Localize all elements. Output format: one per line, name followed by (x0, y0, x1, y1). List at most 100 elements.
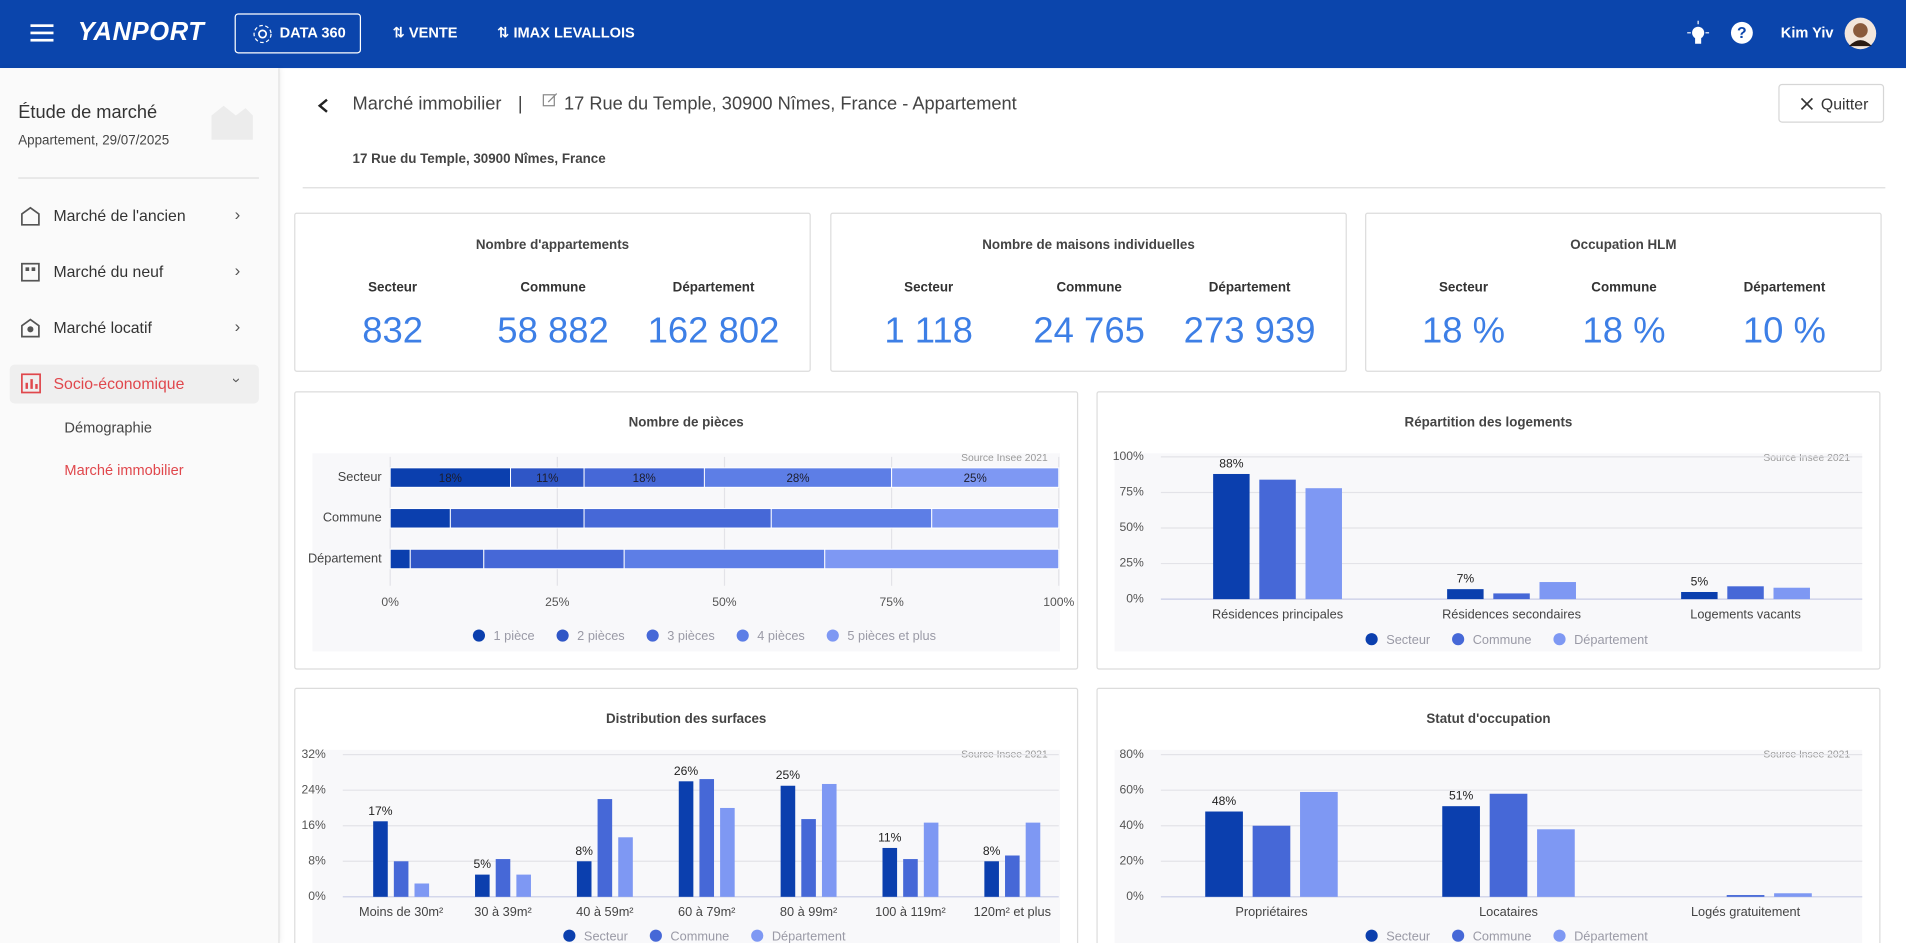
stat-card: Nombre de maisons individuelles Secteur 1 … (830, 212, 1347, 372)
bar (1537, 829, 1575, 897)
data-label: 25% (776, 768, 801, 782)
data360-label: DATA 360 (279, 24, 346, 42)
chart: Répartition des logements Source Insee 20… (1113, 414, 1863, 652)
bar (516, 874, 531, 897)
bar (678, 781, 694, 897)
chart-title: Répartition des logements (1405, 414, 1573, 429)
chart-title: Statut d'occupation (1426, 711, 1550, 726)
bar (1447, 589, 1484, 600)
back-button[interactable] (316, 97, 331, 114)
data-label: 5% (474, 857, 492, 871)
bar (1774, 893, 1812, 897)
legend: Secteur Commune Département (563, 928, 846, 943)
legend: Secteur Commune Département (1365, 632, 1648, 647)
chevron: › (234, 315, 241, 336)
help-icon[interactable]: ? (1730, 21, 1754, 45)
menu-item[interactable]: Marché locatif (53, 318, 152, 337)
bar (780, 785, 796, 897)
x-tick-label: 60 à 79m² (678, 904, 735, 919)
vente-label: VENTE (408, 24, 458, 42)
submenu-item[interactable]: Marché immobilier (64, 461, 184, 479)
stat-column-label: Département (1743, 280, 1826, 296)
y-tick-label: 24% (301, 782, 326, 796)
legend-swatch (556, 629, 569, 642)
bar (984, 861, 999, 897)
submenu-item[interactable]: Démographie (64, 419, 153, 437)
x-tick-label: Logés gratuitement (1691, 904, 1801, 919)
stat-card: Occupation HLM Secteur 18 % Commune 18 % Dépa… (1365, 212, 1882, 372)
edit-icon[interactable] (542, 92, 558, 108)
bar (618, 837, 633, 897)
source-note: Source Insee 2021 (961, 453, 1048, 464)
page-section: Marché immobilier (352, 93, 502, 115)
menu-icon-locatif (21, 318, 40, 338)
bar (414, 883, 430, 897)
stat-value: 24 765 (1033, 311, 1145, 352)
legend-swatch (472, 629, 486, 642)
stat-column-label: Secteur (904, 280, 954, 296)
x-tick-label: 100% (1043, 595, 1074, 609)
menu-item[interactable]: Marché du neuf (53, 262, 164, 281)
page-address: 17 Rue du Temple, 30900 Nîmes, France (352, 151, 606, 167)
data-label: 48% (1212, 794, 1237, 808)
chevron: › (234, 260, 241, 280)
y-tick-label: 50% (1120, 520, 1145, 534)
legend-swatch (649, 929, 662, 942)
menu-item[interactable]: Marché de l'ancien (53, 206, 186, 225)
data-label: 8% (575, 844, 593, 858)
bar-segment (623, 548, 826, 570)
user-name[interactable]: Kim Yiv (1780, 24, 1834, 42)
bar (1025, 822, 1041, 897)
legend-swatch (1365, 929, 1378, 942)
data-label: 11% (536, 473, 558, 485)
legend-swatch (1553, 929, 1566, 942)
source-note: Source Insee 2021 (1763, 453, 1850, 464)
stat-value: 18 % (1582, 311, 1666, 352)
legend-label: Secteur (1386, 928, 1431, 943)
x-tick-label: Résidences principales (1212, 606, 1343, 621)
x-tick-label: 80 à 99m² (780, 904, 837, 919)
menu-item[interactable]: Socio-économique (53, 374, 185, 393)
legend-label: 2 pièces (577, 628, 625, 643)
legend-label: Département (1574, 928, 1648, 943)
y-tick-label: 100% (1113, 449, 1144, 463)
bar (1259, 479, 1296, 600)
bar (597, 799, 613, 897)
bar (1300, 791, 1338, 897)
logo[interactable]: YANPORT (77, 18, 205, 47)
stat-value: 273 939 (1183, 311, 1316, 352)
bar (1305, 488, 1342, 600)
x-tick-label: Moins de 30m² (359, 904, 443, 919)
theme-icon[interactable] (1685, 20, 1712, 48)
y-tick-label: 80% (1120, 747, 1145, 761)
y-tick-label: Département (308, 550, 382, 565)
agency-button[interactable]: ⇅ IMAX LEVALLOIS (497, 24, 635, 42)
menu-icon-ancien (21, 206, 40, 226)
x-tick-label: 30 à 39m² (474, 904, 531, 919)
legend-swatch (1553, 633, 1566, 646)
y-tick-label: Commune (323, 510, 382, 525)
bar (1252, 825, 1291, 897)
vente-button[interactable]: ⇅ VENTE (392, 24, 458, 42)
data360-button[interactable]: DATA 360 (234, 13, 362, 54)
data-label: 18% (439, 473, 462, 485)
bar-segment (389, 548, 411, 570)
x-tick-label: Propriétaires (1235, 904, 1307, 919)
data-label: 5% (1691, 574, 1709, 588)
stat-value: 10 % (1742, 311, 1826, 352)
quit-button[interactable]: Quitter (1778, 83, 1885, 123)
chart-card: Distribution des surfaces Source Insee 20… (294, 687, 1079, 943)
bar (1489, 793, 1528, 897)
menu-icon-neuf (21, 262, 40, 282)
stat-card: Nombre d'appartements Secteur 832 Commune 58… (294, 212, 811, 372)
y-tick-label: Secteur (338, 469, 383, 484)
menu-icon[interactable] (30, 23, 54, 42)
menu-selected-bg (9, 364, 259, 404)
chevron: › (228, 377, 246, 383)
avatar[interactable] (1844, 17, 1877, 50)
stat-value: 162 802 (647, 311, 780, 352)
y-tick-label: 0% (1126, 591, 1144, 605)
legend-swatch (1452, 929, 1465, 942)
bar (1205, 811, 1243, 897)
